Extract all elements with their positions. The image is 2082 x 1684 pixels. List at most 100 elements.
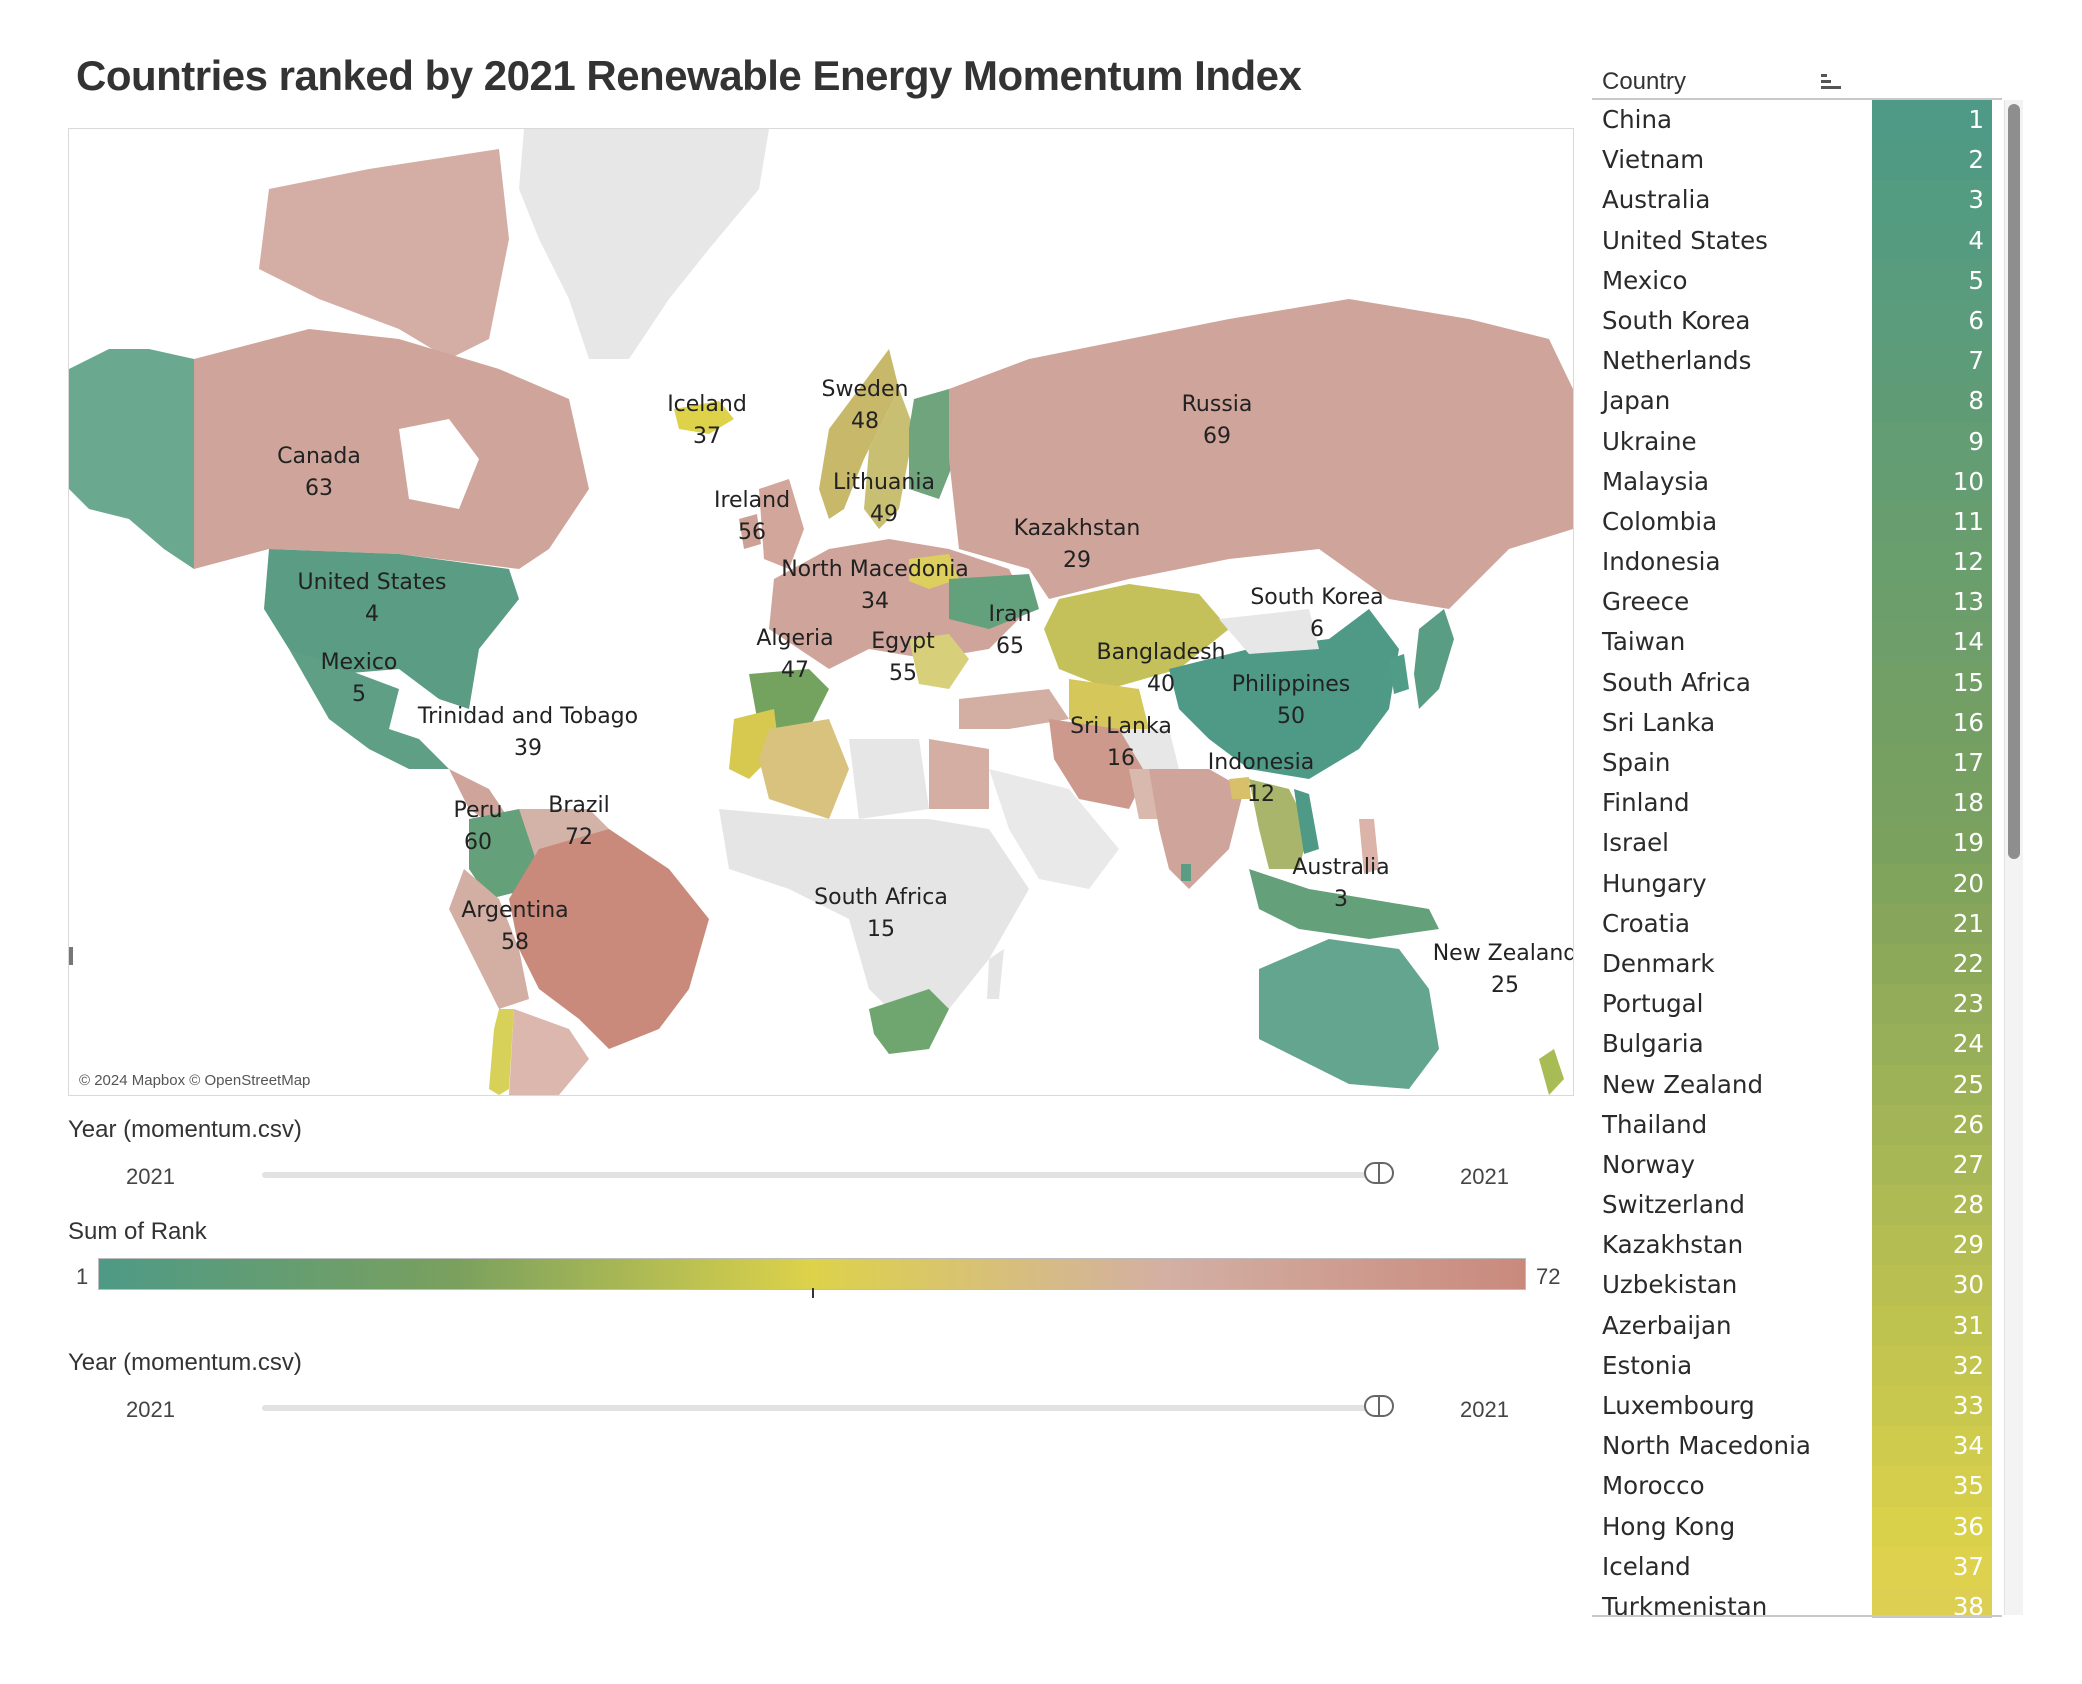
table-row[interactable]: Israel 19	[1592, 823, 2002, 864]
map-canvas[interactable]: Canada 63 United States 4 Mexico 5 Trini…	[69, 129, 1573, 1095]
row-rank-cell: 12	[1872, 542, 1992, 583]
label-rank: 72	[565, 825, 593, 850]
table-row[interactable]: Finland 18	[1592, 783, 2002, 824]
label-country: Sri Lanka	[1070, 714, 1172, 739]
year-range-min: 2021	[126, 1164, 175, 1189]
table-row[interactable]: South Korea 6	[1592, 300, 2002, 342]
label-country: Iceland	[667, 392, 747, 417]
table-row[interactable]: Turkmenistan 38	[1592, 1586, 2002, 1618]
year-filter-title: Year (momentum.csv)	[68, 1116, 302, 1143]
country-column-header[interactable]: Country	[1602, 68, 1687, 95]
table-row[interactable]: Switzerland 28	[1592, 1185, 2002, 1226]
row-rank-cell: 2	[1872, 140, 1992, 181]
row-country: Kazakhstan	[1602, 1230, 1744, 1260]
table-row[interactable]: Bulgaria 24	[1592, 1024, 2002, 1065]
row-rank-cell: 1	[1872, 100, 1992, 141]
mexico-shape	[289, 649, 449, 769]
row-country: Luxembourg	[1602, 1391, 1755, 1420]
label-country: United States	[298, 570, 447, 595]
table-header: Country	[1592, 62, 2002, 100]
table-row[interactable]: Spain 17	[1592, 743, 2002, 784]
table-row[interactable]: Kazakhstan 29	[1592, 1225, 2002, 1266]
row-rank-cell: 6	[1872, 300, 1992, 342]
table-row[interactable]: Hong Kong 36	[1592, 1506, 2002, 1547]
table-row[interactable]: Uzbekistan 30	[1592, 1265, 2002, 1306]
label-country: Brazil	[548, 793, 609, 818]
table-row[interactable]: Denmark 22	[1592, 943, 2002, 985]
table-row[interactable]: Hungary 20	[1592, 863, 2002, 904]
row-country: Vietnam	[1602, 145, 1705, 175]
year-range-slider[interactable]: 2021 2021	[68, 1158, 1518, 1192]
arctic-islands-shape	[259, 149, 509, 359]
row-rank-cell: 37	[1872, 1546, 1992, 1587]
table-row[interactable]: South Africa 15	[1592, 662, 2002, 703]
balkans-shape	[909, 634, 969, 689]
iran-shape	[1049, 719, 1149, 809]
row-country: Morocco	[1602, 1471, 1705, 1501]
slider-handle[interactable]	[1364, 1395, 1394, 1417]
table-row[interactable]: Colombia 11	[1592, 501, 2002, 543]
row-rank-cell: 18	[1872, 783, 1992, 824]
label-rank: 40	[1147, 672, 1175, 697]
choropleth-map[interactable]: Canada 63 United States 4 Mexico 5 Trini…	[68, 128, 1574, 1096]
row-country: Colombia	[1602, 506, 1718, 536]
table-row[interactable]: Mexico 5	[1592, 260, 2002, 301]
table-row[interactable]: Greece 13	[1592, 582, 2002, 623]
slider-handle[interactable]	[1364, 1162, 1394, 1184]
ireland-shape	[739, 514, 761, 549]
madagascar-shape	[987, 949, 1004, 999]
sort-icon[interactable]	[1820, 72, 1842, 92]
table-row[interactable]: China 1	[1592, 100, 2002, 141]
table-row[interactable]: Portugal 23	[1592, 984, 2002, 1025]
row-country: Estonia	[1602, 1350, 1693, 1380]
table-row[interactable]: Croatia 21	[1592, 903, 2002, 944]
slider-track[interactable]	[262, 1172, 1392, 1178]
table-row[interactable]: Azerbaijan 31	[1592, 1305, 2002, 1346]
table-row[interactable]: Morocco 35	[1592, 1466, 2002, 1507]
table-row[interactable]: Sri Lanka 16	[1592, 702, 2002, 743]
year-range-max: 2021	[1460, 1164, 1509, 1189]
table-row[interactable]: Iceland 37	[1592, 1546, 2002, 1587]
table-row[interactable]: Norway 27	[1592, 1144, 2002, 1186]
table-row[interactable]: Japan 8	[1592, 381, 2002, 422]
table-row[interactable]: Ukraine 9	[1592, 421, 2002, 462]
label-rank: 48	[851, 409, 879, 434]
row-rank-cell: 31	[1872, 1305, 1992, 1346]
row-country: Taiwan	[1602, 627, 1686, 657]
table-row[interactable]: Netherlands 7	[1592, 341, 2002, 382]
scrollbar-thumb[interactable]	[2008, 104, 2020, 859]
label-country: Bangladesh	[1097, 640, 1226, 665]
table-row[interactable]: New Zealand 25	[1592, 1064, 2002, 1105]
label-country: Canada	[277, 444, 361, 469]
row-country: Norway	[1602, 1149, 1695, 1179]
slider-track[interactable]	[262, 1405, 1392, 1411]
table-row[interactable]: Thailand 26	[1592, 1104, 2002, 1145]
table-row[interactable]: Australia 3	[1592, 180, 2002, 221]
row-rank-cell: 5	[1872, 260, 1992, 301]
iceland-shape	[674, 401, 734, 434]
row-country: Uzbekistan	[1602, 1270, 1738, 1300]
table-scrollbar[interactable]	[2004, 100, 2023, 1615]
kazakhstan-shape	[1044, 584, 1229, 689]
label-rank: 4	[365, 602, 379, 627]
label-rank: 49	[870, 502, 898, 527]
table-row[interactable]: Taiwan 14	[1592, 622, 2002, 663]
table-row[interactable]: Estonia 32	[1592, 1345, 2002, 1386]
table-row[interactable]: Luxembourg 33	[1592, 1386, 2002, 1427]
label-country: Kazakhstan	[1014, 516, 1141, 541]
map-edge-handle[interactable]	[69, 947, 73, 965]
row-rank-cell: 30	[1872, 1265, 1992, 1306]
year-range-slider-2[interactable]: 2021 2021	[68, 1391, 1518, 1425]
map-attribution[interactable]: © 2024 Mapbox © OpenStreetMap	[79, 1072, 311, 1089]
table-row[interactable]: Indonesia 12	[1592, 542, 2002, 583]
label-rank: 3	[1334, 887, 1348, 912]
table-row[interactable]: North Macedonia 34	[1592, 1426, 2002, 1467]
korea-shape	[1389, 654, 1409, 694]
label-rank: 47	[781, 658, 809, 683]
table-row[interactable]: Malaysia 10	[1592, 461, 2002, 502]
table-row[interactable]: United States 4	[1592, 220, 2002, 261]
row-rank-cell: 20	[1872, 863, 1992, 904]
row-rank-cell: 27	[1872, 1144, 1992, 1186]
label-country: Egypt	[871, 629, 935, 654]
table-row[interactable]: Vietnam 2	[1592, 140, 2002, 181]
